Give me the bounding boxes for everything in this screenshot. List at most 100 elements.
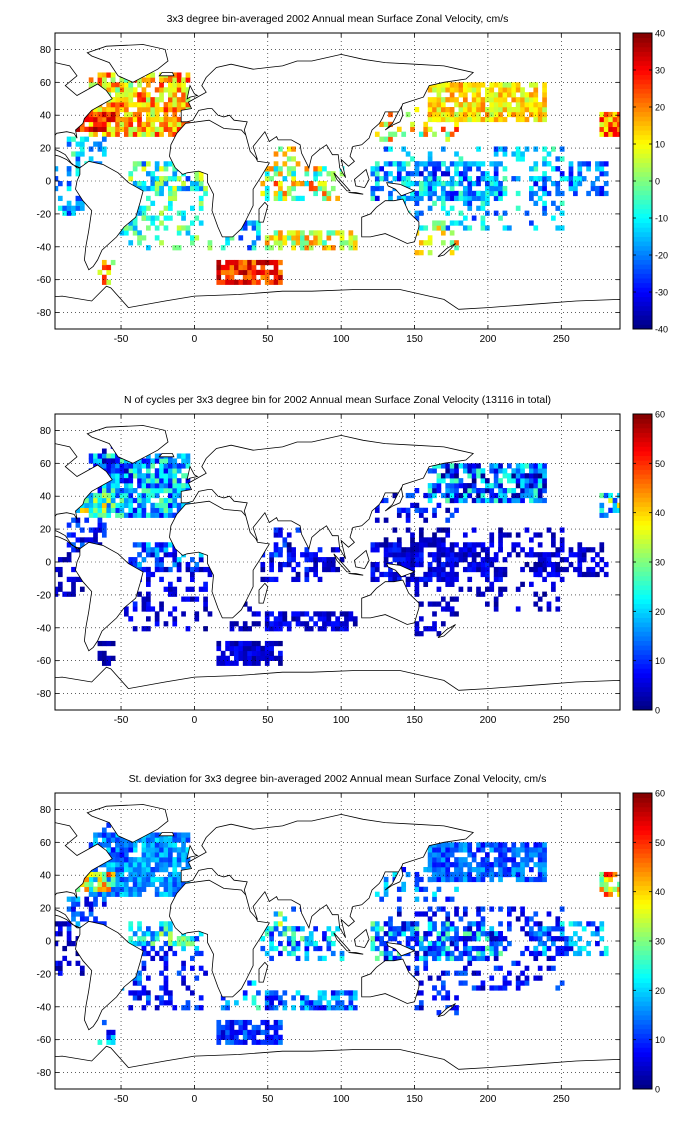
data-bin xyxy=(502,146,508,152)
data-bin xyxy=(520,107,525,113)
data-bin xyxy=(168,161,173,167)
data-bin xyxy=(88,111,94,118)
data-bin xyxy=(432,82,437,88)
data-bin xyxy=(163,205,169,211)
colorbar-step xyxy=(633,1001,652,1007)
land-outline xyxy=(258,201,269,223)
y-tick-label: 20 xyxy=(40,904,52,915)
data-bin xyxy=(440,980,446,986)
data-bin xyxy=(269,1039,274,1045)
colorbar-step xyxy=(633,899,652,905)
data-bin xyxy=(159,478,164,484)
data-bin xyxy=(278,552,283,558)
data-bin xyxy=(537,571,543,578)
data-bin xyxy=(520,156,525,162)
data-bin xyxy=(282,1005,288,1011)
data-bin xyxy=(542,557,547,563)
data-bin xyxy=(326,1005,332,1011)
data-bin xyxy=(194,975,200,981)
data-bin xyxy=(617,891,620,897)
colorbar-step xyxy=(633,497,652,503)
colorbar-step xyxy=(633,162,652,168)
data-bin xyxy=(471,527,477,533)
data-bin xyxy=(264,621,270,627)
data-bin xyxy=(123,111,129,118)
data-bin xyxy=(414,881,420,888)
data-bin xyxy=(440,463,446,469)
data-bin xyxy=(264,166,270,172)
data-bin xyxy=(159,891,164,897)
data-bin xyxy=(476,468,481,474)
colorbar-step xyxy=(633,46,652,52)
data-bin xyxy=(181,975,186,981)
data-bin xyxy=(154,837,160,843)
data-bin xyxy=(489,842,495,848)
data-bin xyxy=(79,136,85,142)
data-bin xyxy=(339,235,345,241)
data-bin xyxy=(203,581,208,587)
x-tick-label: 0 xyxy=(192,1094,198,1105)
data-bin xyxy=(608,891,613,897)
data-bin xyxy=(84,876,90,883)
data-bin xyxy=(555,596,561,602)
data-bin xyxy=(344,616,349,622)
data-bin xyxy=(414,921,420,927)
data-bin xyxy=(432,955,437,962)
data-bin xyxy=(542,210,547,216)
data-bin xyxy=(418,1005,424,1011)
data-bin xyxy=(427,190,433,197)
data-bin xyxy=(163,867,169,873)
data-bin xyxy=(132,990,138,996)
data-bin xyxy=(137,871,142,878)
data-bin xyxy=(190,220,195,226)
data-bin xyxy=(128,871,134,878)
data-bin xyxy=(436,906,442,912)
data-bin xyxy=(507,102,512,108)
data-bin xyxy=(185,230,191,236)
data-bin xyxy=(145,97,151,103)
data-bin xyxy=(145,571,151,578)
data-bin xyxy=(427,867,433,873)
data-bin xyxy=(304,552,310,558)
data-bin xyxy=(440,87,446,93)
data-bin xyxy=(181,453,186,459)
data-bin xyxy=(484,562,490,568)
data-bin xyxy=(392,552,398,558)
data-bin xyxy=(515,473,521,479)
colorbar-tick-label: 10 xyxy=(655,140,665,150)
data-bin xyxy=(295,611,301,617)
colorbar-step xyxy=(633,589,652,595)
data-bin xyxy=(480,955,486,962)
data-bin xyxy=(445,970,451,976)
data-bin xyxy=(137,483,142,489)
colorbar-step xyxy=(633,37,652,43)
data-bin xyxy=(520,906,525,912)
data-bin xyxy=(97,107,103,113)
data-bin xyxy=(57,205,63,211)
data-bin xyxy=(278,921,283,927)
data-bin xyxy=(313,176,318,182)
data-bin xyxy=(269,926,274,932)
data-bin xyxy=(533,562,539,568)
data-bin xyxy=(436,1010,442,1016)
data-bin xyxy=(247,1019,252,1026)
data-bin xyxy=(234,264,239,271)
y-tick-label: -40 xyxy=(37,242,52,253)
colorbar-tick-label: 20 xyxy=(655,986,665,996)
data-bin xyxy=(141,181,147,187)
data-bin xyxy=(159,82,164,88)
data-bin xyxy=(603,571,609,578)
data-bin xyxy=(273,279,279,285)
data-bin xyxy=(423,626,429,632)
data-bin xyxy=(454,886,459,892)
data-bin xyxy=(220,269,226,276)
data-bin xyxy=(489,950,495,957)
data-bin xyxy=(458,210,464,216)
data-bin xyxy=(427,945,433,952)
data-bin xyxy=(405,921,411,927)
data-bin xyxy=(551,581,556,587)
data-bin xyxy=(75,576,81,583)
data-bin xyxy=(159,931,164,937)
data-bin xyxy=(203,586,208,592)
data-bin xyxy=(176,881,182,888)
